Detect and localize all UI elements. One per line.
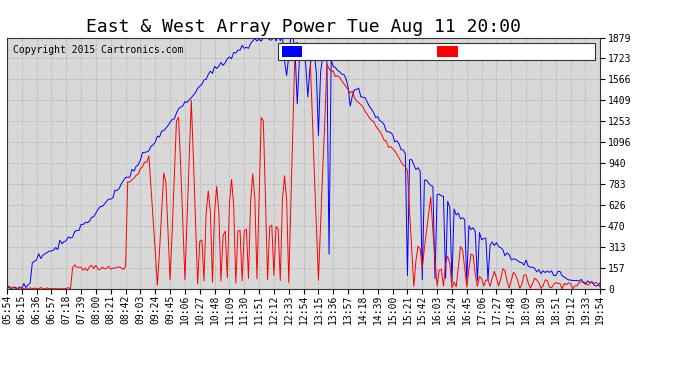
Text: Copyright 2015 Cartronics.com: Copyright 2015 Cartronics.com [13,45,184,55]
Title: East & West Array Power Tue Aug 11 20:00: East & West Array Power Tue Aug 11 20:00 [86,18,521,36]
Legend: East Array (DC Watts), West Array (DC Watts): East Array (DC Watts), West Array (DC Wa… [279,43,595,60]
